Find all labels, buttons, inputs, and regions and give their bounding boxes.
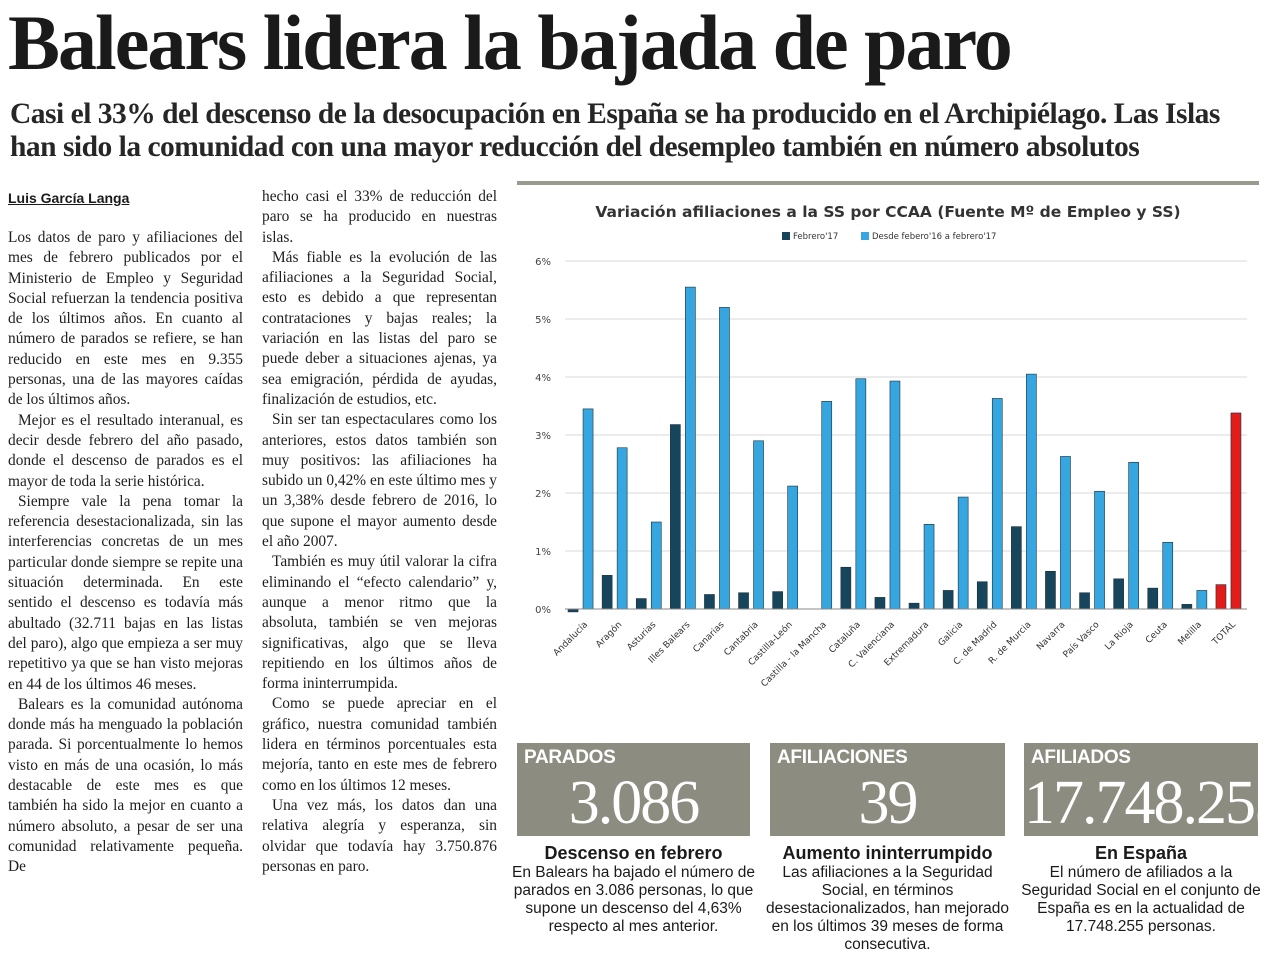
stat-box-afiliaciones: AFILIACIONES 39 bbox=[770, 743, 1005, 836]
bar-febrero bbox=[874, 597, 886, 610]
y-tick-label: 2% bbox=[535, 489, 551, 500]
stat-box-parados: PARADOS 3.086 bbox=[517, 743, 750, 836]
bar-interanual bbox=[1060, 456, 1071, 610]
stat-label: PARADOS bbox=[524, 747, 616, 768]
bar-interanual bbox=[889, 380, 901, 610]
x-tick-label: Galicia bbox=[937, 620, 966, 649]
bar-interanual bbox=[616, 447, 628, 610]
stat-caption-title: Descenso en febrero bbox=[544, 843, 723, 863]
affiliation-chart: Variación afiliaciones a la SS por CCAA … bbox=[535, 203, 1247, 689]
bar-interanual bbox=[582, 408, 594, 610]
x-tick-label: Navarra bbox=[1035, 620, 1067, 652]
bar-interanual bbox=[1128, 461, 1139, 610]
bar-interanual bbox=[923, 524, 935, 610]
chart-top-rule bbox=[517, 181, 1259, 185]
bar-interanual bbox=[821, 401, 833, 610]
y-tick-label: 6% bbox=[535, 257, 551, 268]
x-tick-label: Aragón bbox=[594, 619, 625, 650]
bar-febrero bbox=[976, 581, 988, 610]
headline: Balears lidera la bajada de paro bbox=[8, 0, 1013, 86]
x-tick-label: Asturias bbox=[626, 620, 659, 653]
stat-value: 3.086 bbox=[568, 769, 701, 837]
paragraph: Siempre vale la pena tomar la referencia… bbox=[8, 492, 243, 693]
y-tick-label: 5% bbox=[535, 315, 551, 326]
stat-caption-text: Las afiliaciones a la Seguridad Social, … bbox=[766, 864, 1009, 953]
paragraph: hecho casi el 33% de reducción del paro … bbox=[262, 188, 497, 246]
x-tick-label: País Vasco bbox=[1062, 620, 1102, 660]
bar-febrero bbox=[1113, 578, 1124, 610]
subheadline: Casi el 33% del descenso de la desocupac… bbox=[10, 98, 1220, 163]
bar-febrero bbox=[635, 598, 647, 610]
y-tick-label: 1% bbox=[535, 547, 551, 558]
x-tick-label: La Rioja bbox=[1103, 620, 1135, 652]
bar-febrero bbox=[1181, 604, 1193, 610]
x-tick-label: Canarias bbox=[692, 620, 727, 655]
paragraph: Más fiable es la evolución de las afilia… bbox=[262, 248, 497, 408]
stat-label: AFILIACIONES bbox=[777, 747, 908, 768]
paragraph: Mejor es el resultado interanual, es dec… bbox=[8, 411, 243, 490]
bar-febrero bbox=[1011, 526, 1022, 610]
article-column-2: hecho casi el 33% de reducción del paro … bbox=[262, 187, 497, 877]
y-tick-label: 3% bbox=[535, 431, 551, 442]
legend-swatch bbox=[782, 232, 790, 240]
paragraph: Sin ser tan espectaculares como los ante… bbox=[262, 411, 497, 551]
stat-value: 39 bbox=[858, 769, 919, 837]
bar-febrero bbox=[908, 602, 920, 610]
stat-caption-text: El número de afiliados a la Seguridad So… bbox=[1021, 864, 1261, 935]
bar-interanual bbox=[1196, 590, 1208, 610]
bar-interanual bbox=[719, 307, 730, 610]
bar-interanual bbox=[650, 521, 662, 610]
bar-interanual bbox=[753, 440, 764, 610]
stat-label: AFILIADOS bbox=[1031, 747, 1131, 768]
y-tick-label: 0% bbox=[535, 605, 551, 616]
paragraph: También es muy útil valorar la cifra eli… bbox=[262, 553, 497, 693]
article-column-1: Los datos de paro y afiliaciones del mes… bbox=[8, 228, 243, 878]
x-tick-label: Ceuta bbox=[1144, 620, 1170, 646]
bar-febrero bbox=[1045, 570, 1056, 610]
x-tick-label: Castilla - la Mancha bbox=[760, 620, 829, 689]
bar-febrero bbox=[670, 424, 681, 610]
bar-interanual bbox=[1162, 541, 1174, 610]
legend-label: Febrero'17 bbox=[793, 232, 838, 242]
chart-container: Variación afiliaciones a la SS por CCAA … bbox=[517, 181, 1259, 727]
stat-caption-parados: Descenso en febrero En Balears ha bajado… bbox=[512, 843, 755, 936]
bar-interanual bbox=[787, 485, 798, 610]
bar-febrero bbox=[601, 575, 613, 610]
paragraph: Como se puede apreciar en el gráfico, nu… bbox=[262, 695, 497, 794]
bar-interanual bbox=[957, 496, 969, 610]
bar-febrero bbox=[942, 590, 954, 610]
stat-caption-text: En Balears ha bajado el número de parado… bbox=[512, 864, 755, 935]
bar-febrero bbox=[1215, 584, 1227, 610]
y-tick-label: 4% bbox=[535, 373, 551, 384]
bar-febrero bbox=[840, 566, 852, 610]
x-tick-label: TOTAL bbox=[1210, 620, 1238, 648]
x-tick-label: Cataluña bbox=[827, 620, 863, 656]
stat-caption-title: Aumento ininterrumpido bbox=[782, 843, 993, 863]
paragraph: Una vez más, los datos dan una relativa … bbox=[262, 796, 497, 875]
bar-febrero bbox=[738, 592, 749, 610]
bar-interanual bbox=[685, 286, 696, 610]
bar-interanual bbox=[1094, 490, 1105, 610]
bar-interanual bbox=[1026, 373, 1037, 610]
bar-febrero bbox=[772, 591, 783, 610]
bar-interanual bbox=[1230, 412, 1242, 610]
stat-caption-afiliados: En España El número de afiliados a la Se… bbox=[1019, 843, 1263, 936]
stat-box-afiliados: AFILIADOS 17.748.255 bbox=[1024, 743, 1278, 837]
x-tick-label: Melilla bbox=[1177, 620, 1204, 647]
bar-febrero bbox=[1147, 587, 1159, 610]
stat-value: 17.748.255 bbox=[1024, 769, 1278, 837]
legend-label: Desde febero'16 a febrero'17 bbox=[872, 232, 996, 242]
bar-febrero bbox=[1079, 592, 1090, 610]
bar-febrero bbox=[704, 594, 715, 610]
stat-caption-afiliaciones: Aumento ininterrumpido Las afiliaciones … bbox=[765, 843, 1010, 954]
stat-caption-title: En España bbox=[1094, 843, 1188, 863]
paragraph: Balears es la comunidad autónoma donde m… bbox=[8, 695, 243, 876]
bar-interanual bbox=[855, 378, 867, 610]
chart-title: Variación afiliaciones a la SS por CCAA … bbox=[595, 203, 1180, 221]
byline: Luis García Langa bbox=[8, 190, 130, 206]
paragraph: Los datos de paro y afiliaciones del mes… bbox=[8, 229, 243, 409]
x-tick-label: Andalucía bbox=[552, 620, 590, 658]
bar-interanual bbox=[991, 398, 1003, 610]
legend-swatch bbox=[861, 232, 869, 240]
